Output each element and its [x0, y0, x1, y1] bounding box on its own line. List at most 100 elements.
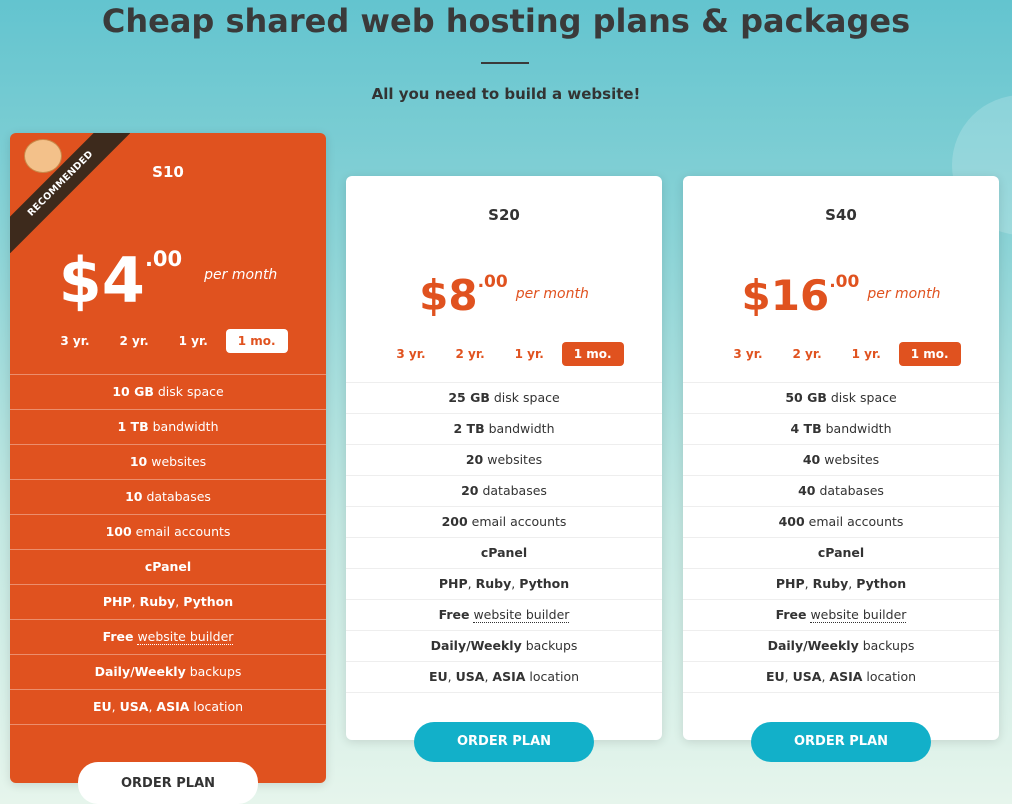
feature: 40 websites: [683, 445, 999, 476]
order-button[interactable]: ORDER PLAN: [414, 722, 594, 762]
term-option[interactable]: 3 yr.: [60, 334, 90, 348]
feature: 10 databases: [10, 480, 326, 515]
feature-text: disk space: [157, 384, 224, 399]
price-period: per month: [515, 286, 589, 302]
feature-text: Python: [519, 576, 570, 591]
term-option[interactable]: 3 yr.: [396, 347, 426, 361]
feature: 4 TB bandwidth: [683, 414, 999, 445]
price: $16.00 per month: [683, 264, 999, 328]
order-button[interactable]: ORDER PLAN: [78, 762, 258, 804]
feature-text: ASIA: [492, 669, 526, 684]
term-option[interactable]: 1 yr.: [514, 347, 544, 361]
term-selector: 3 yr. 2 yr. 1 yr. 1 mo.: [683, 342, 999, 366]
page-title: Cheap shared web hosting plans & package…: [101, 2, 911, 40]
feature-text: website builder: [473, 607, 570, 623]
feature: Free website builder: [683, 600, 999, 631]
feature-text: USA: [455, 669, 485, 684]
price: $4.00 per month: [10, 241, 326, 321]
term-option[interactable]: 1 yr.: [851, 347, 881, 361]
term-option[interactable]: 2 yr.: [119, 334, 149, 348]
feature: 2 TB bandwidth: [346, 414, 662, 445]
term-option[interactable]: 1 mo.: [898, 342, 961, 366]
feature-text: location: [193, 699, 244, 714]
feature-text: Python: [183, 594, 234, 609]
feature-text: 2 TB: [453, 421, 485, 436]
feature: 10 GB disk space: [10, 375, 326, 410]
feature-text: cPanel: [817, 545, 865, 560]
feature-text: Free: [775, 607, 807, 622]
feature-text: EU: [428, 669, 448, 684]
plan-card: S20 $8.00 per month 3 yr. 2 yr. 1 yr. 1 mo. 25 …: [346, 176, 662, 762]
feature: 1 TB bandwidth: [10, 410, 326, 445]
term-option[interactable]: 3 yr.: [733, 347, 763, 361]
feature-text: email accounts: [808, 514, 904, 529]
feature: 400 email accounts: [683, 507, 999, 538]
feature: EU, USA, ASIA location: [10, 690, 326, 725]
feature-text: website builder: [137, 629, 234, 645]
feature-text: databases: [146, 489, 211, 504]
feature-text: websites: [151, 454, 207, 469]
feature-text: website builder: [810, 607, 907, 623]
feature: PHP, Ruby, Python: [683, 569, 999, 600]
price-period: per month: [867, 286, 941, 302]
feature: EU, USA, ASIA location: [346, 662, 662, 693]
feature-text: 200: [441, 514, 468, 529]
feature-text: EU: [92, 699, 112, 714]
feature-text: websites: [824, 452, 880, 467]
feature-text: Daily/Weekly: [767, 638, 859, 653]
price-cents: .00: [144, 247, 183, 271]
feature-text: 40: [798, 483, 816, 498]
term-option[interactable]: 2 yr.: [792, 347, 822, 361]
feature-text: ,: [131, 594, 136, 609]
feature-text: databases: [819, 483, 884, 498]
feature: 40 databases: [683, 476, 999, 507]
plan-name: S10: [152, 163, 184, 181]
order-button[interactable]: ORDER PLAN: [751, 722, 931, 762]
feature-text: ,: [511, 576, 516, 591]
feature-text: 100: [105, 524, 132, 539]
feature-text: cPanel: [144, 559, 192, 574]
feature-text: ASIA: [829, 669, 863, 684]
term-selector: 3 yr. 2 yr. 1 yr. 1 mo.: [346, 342, 662, 366]
term-option[interactable]: 1 yr.: [178, 334, 208, 348]
feature: 20 databases: [346, 476, 662, 507]
feature: PHP, Ruby, Python: [346, 569, 662, 600]
feature-list: 50 GB disk space 4 TB bandwidth 40 website…: [683, 382, 999, 693]
term-selector: 3 yr. 2 yr. 1 yr. 1 mo.: [10, 329, 326, 353]
price-amount: $16: [741, 271, 830, 320]
term-option[interactable]: 1 mo.: [561, 342, 624, 366]
feature-text: 4 TB: [790, 421, 822, 436]
feature-text: ,: [467, 576, 472, 591]
feature: 200 email accounts: [346, 507, 662, 538]
feature-text: databases: [482, 483, 547, 498]
feature-text: Ruby: [812, 576, 849, 591]
term-option[interactable]: 2 yr.: [455, 347, 485, 361]
term-option[interactable]: 1 mo.: [225, 329, 288, 353]
feature-text: cPanel: [480, 545, 528, 560]
feature-list: 10 GB disk space 1 TB bandwidth 10 website…: [10, 374, 326, 725]
feature: EU, USA, ASIA location: [683, 662, 999, 693]
feature-text: bandwidth: [488, 421, 555, 436]
feature-text: 40: [802, 452, 821, 467]
divider: [481, 62, 529, 64]
feature: 25 GB disk space: [346, 383, 662, 414]
feature-text: ,: [784, 669, 789, 684]
feature-text: backups: [189, 664, 242, 679]
feature-text: Free: [102, 629, 134, 644]
price-cents: .00: [477, 272, 508, 292]
feature-text: ,: [804, 576, 809, 591]
feature: Daily/Weekly backups: [10, 655, 326, 690]
feature-text: 10: [125, 489, 143, 504]
feature-text: USA: [792, 669, 822, 684]
feature-text: ,: [175, 594, 180, 609]
feature-text: location: [866, 669, 917, 684]
feature-text: email accounts: [135, 524, 231, 539]
feature: 20 websites: [346, 445, 662, 476]
feature-text: ,: [447, 669, 452, 684]
feature-text: ,: [821, 669, 826, 684]
feature: Free website builder: [10, 620, 326, 655]
price-amount: $4: [58, 244, 145, 317]
feature-text: Free: [438, 607, 470, 622]
price-amount: $8: [419, 271, 478, 320]
